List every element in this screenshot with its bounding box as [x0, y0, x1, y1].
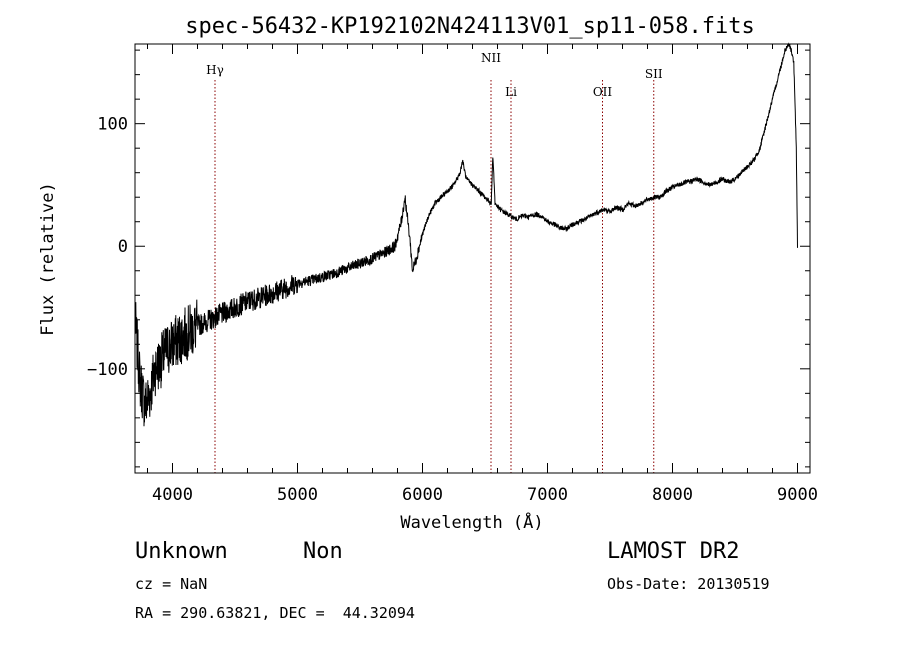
x-tick-label: 6000: [402, 485, 443, 505]
emission-line-label: OII: [593, 85, 613, 99]
coordinates-text: RA = 290.63821, DEC = 44.32094: [135, 604, 415, 622]
x-tick-label: 5000: [277, 485, 318, 505]
emission-line-label: NII: [481, 51, 501, 65]
observation-date: Obs-Date: 20130519: [607, 575, 770, 593]
x-tick-label: 4000: [152, 485, 193, 505]
x-axis-label: Wavelength (Å): [400, 511, 543, 533]
x-tick-label: 8000: [652, 485, 693, 505]
chart-title: spec-56432-KP192102N424113V01_sp11-058.f…: [185, 14, 755, 39]
spectrum-series: [134, 42, 798, 427]
y-tick-label: 100: [97, 115, 128, 135]
object-subclass: Non: [303, 539, 343, 564]
x-tick-label: 7000: [527, 485, 568, 505]
emission-lines: Hγ NII Li OII SII: [206, 51, 663, 473]
y-axis-label: Flux (relative): [38, 182, 58, 336]
plot-frame: [134, 43, 811, 474]
x-tick-label: 9000: [777, 485, 818, 505]
redshift-text: cz = NaN: [135, 575, 208, 593]
y-tick-label: 0: [118, 237, 128, 257]
spectrum-line: [134, 42, 798, 427]
axes: 4000 5000 6000 7000 8000 9000 −100 0 100: [87, 43, 818, 505]
object-class: Unknown: [135, 539, 228, 564]
y-tick-label: −100: [87, 360, 128, 380]
emission-line-label: Li: [505, 85, 517, 99]
survey-name: LAMOST DR2: [607, 539, 740, 564]
emission-line-label: Hγ: [206, 63, 224, 77]
emission-line-label: SII: [645, 67, 663, 81]
